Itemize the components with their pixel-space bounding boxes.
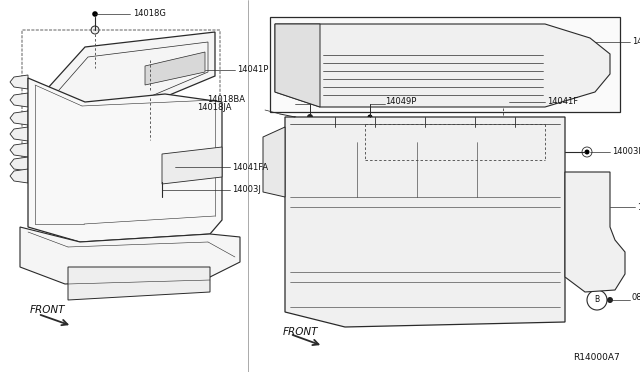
Circle shape (128, 218, 132, 222)
Circle shape (166, 263, 170, 269)
Polygon shape (162, 147, 222, 184)
Polygon shape (145, 52, 205, 85)
Circle shape (513, 118, 517, 122)
Polygon shape (10, 169, 28, 183)
Text: 14041P: 14041P (237, 65, 268, 74)
Circle shape (353, 118, 357, 122)
Circle shape (454, 103, 456, 106)
Polygon shape (10, 111, 28, 125)
Circle shape (499, 98, 507, 106)
Text: 14018G: 14018G (133, 10, 166, 19)
Circle shape (108, 262, 113, 266)
Circle shape (207, 260, 212, 264)
Circle shape (147, 55, 152, 60)
Circle shape (160, 198, 164, 202)
Text: B: B (595, 295, 600, 305)
Circle shape (385, 160, 388, 164)
Circle shape (52, 253, 58, 259)
Polygon shape (275, 24, 610, 107)
Polygon shape (10, 127, 28, 141)
Circle shape (171, 163, 179, 171)
Circle shape (413, 118, 417, 122)
Circle shape (143, 218, 147, 222)
Circle shape (146, 90, 154, 98)
Circle shape (92, 11, 98, 17)
Circle shape (138, 290, 142, 294)
Circle shape (128, 112, 132, 116)
Polygon shape (10, 143, 28, 157)
Circle shape (292, 116, 298, 122)
Ellipse shape (463, 281, 497, 303)
Circle shape (548, 103, 552, 106)
Text: R14000A7: R14000A7 (573, 353, 620, 362)
Circle shape (91, 26, 99, 34)
Circle shape (423, 118, 427, 122)
Circle shape (326, 160, 328, 164)
Text: 14005H: 14005H (632, 38, 640, 46)
Circle shape (173, 105, 177, 109)
Text: 14018JA: 14018JA (197, 103, 232, 112)
Text: 081A8-8161A: 081A8-8161A (632, 292, 640, 301)
Text: 14041F: 14041F (547, 97, 578, 106)
Polygon shape (285, 117, 565, 327)
Polygon shape (275, 24, 320, 107)
Circle shape (333, 118, 337, 122)
Ellipse shape (292, 281, 328, 303)
Circle shape (584, 150, 589, 154)
Text: 14003J: 14003J (232, 186, 261, 195)
Polygon shape (68, 267, 210, 300)
Text: 14018BA: 14018BA (207, 96, 245, 105)
Circle shape (473, 118, 477, 122)
Circle shape (293, 122, 297, 126)
Circle shape (341, 95, 349, 103)
Circle shape (367, 115, 372, 119)
Circle shape (587, 290, 607, 310)
Text: FRONT: FRONT (283, 327, 319, 337)
Polygon shape (263, 127, 285, 197)
Circle shape (373, 118, 377, 122)
Text: 14041FA: 14041FA (232, 163, 268, 171)
Polygon shape (270, 17, 620, 112)
Polygon shape (565, 172, 625, 292)
Text: FRONT: FRONT (30, 305, 65, 315)
Circle shape (451, 100, 459, 108)
Circle shape (445, 160, 449, 164)
Ellipse shape (378, 281, 413, 303)
Circle shape (183, 105, 187, 109)
Polygon shape (28, 32, 215, 154)
Text: 14003R: 14003R (612, 148, 640, 157)
Circle shape (143, 115, 147, 119)
Circle shape (506, 160, 509, 164)
Polygon shape (20, 227, 240, 284)
Text: 14049P: 14049P (385, 97, 417, 106)
Circle shape (607, 297, 613, 303)
Circle shape (533, 118, 537, 122)
Polygon shape (10, 93, 28, 107)
Circle shape (183, 222, 187, 226)
Circle shape (546, 100, 554, 108)
Polygon shape (10, 157, 28, 171)
Circle shape (558, 122, 562, 126)
Polygon shape (28, 78, 222, 242)
Text: 14049M: 14049M (637, 202, 640, 212)
Polygon shape (10, 75, 28, 89)
Circle shape (344, 97, 346, 100)
Circle shape (173, 222, 177, 226)
Circle shape (473, 118, 477, 122)
Circle shape (307, 114, 313, 120)
